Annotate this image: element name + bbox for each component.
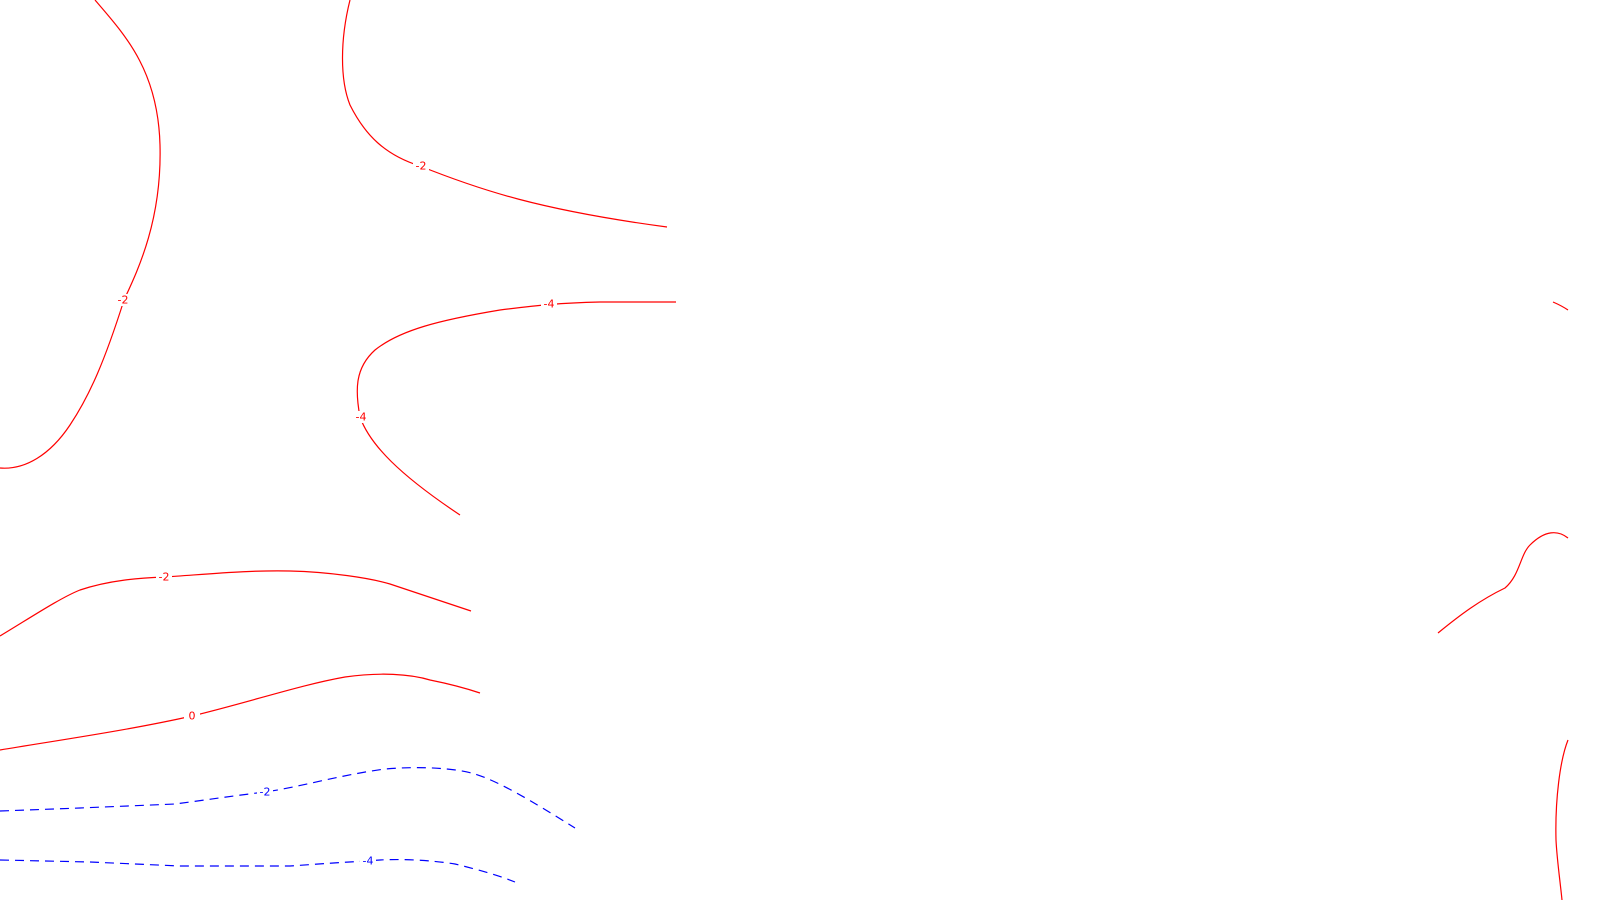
contour-label: -2 [118, 294, 129, 307]
contour-label: -4 [356, 411, 367, 424]
contour-line [0, 570, 472, 637]
contour-line [1437, 532, 1569, 634]
contour-label-background [184, 710, 200, 722]
contour-line [356, 301, 676, 516]
contour-line [1555, 739, 1569, 900]
contour-label: -2 [159, 571, 170, 584]
contour-label: -2 [260, 786, 271, 799]
contour-label-background [360, 855, 376, 867]
contour-label-background [115, 294, 131, 306]
contour-label-background [156, 571, 172, 583]
contour-label-background [353, 411, 369, 423]
contour-line [0, 0, 161, 469]
contour-line [1552, 301, 1569, 311]
contour-line [341, 0, 668, 228]
contour-line [0, 858, 516, 883]
contour-line [0, 767, 576, 829]
contour-label: -2 [416, 160, 427, 173]
contour-label: -4 [363, 855, 374, 868]
contour-label-background [541, 298, 557, 310]
contour-label-layer: -2 -2 -4 -4 -2 0 -2 -4 [115, 160, 557, 868]
contour-label: 0 [189, 710, 196, 723]
contour-label-background [413, 160, 429, 172]
contour-label-background [257, 786, 273, 798]
contour-label: -4 [544, 298, 555, 311]
contour-line [0, 673, 481, 751]
